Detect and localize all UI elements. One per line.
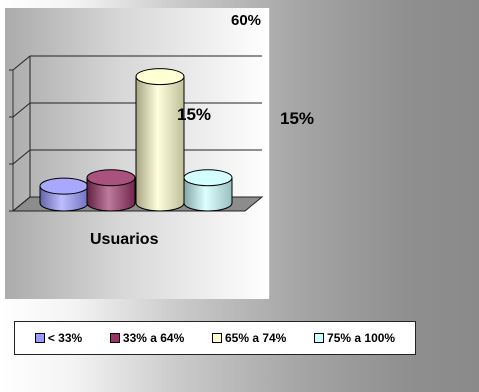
category-label: Usuarios xyxy=(90,231,159,248)
bar-1 xyxy=(86,169,136,212)
legend-label: 65% a 74% xyxy=(224,331,287,345)
gridline-side xyxy=(12,55,31,71)
data-label-15-b: 15% xyxy=(280,109,315,128)
bar-top xyxy=(39,177,89,195)
legend-label: 33% a 64% xyxy=(122,331,185,345)
legend-label: 75% a 100% xyxy=(327,331,396,345)
bar-body xyxy=(183,177,233,212)
data-label-60: 60% xyxy=(231,12,262,29)
data-label-15-a: 15% xyxy=(177,105,212,124)
gridline-side xyxy=(12,102,31,118)
legend-item: 33% a 64% xyxy=(109,331,185,345)
legend-swatch xyxy=(109,333,120,343)
gridline-side xyxy=(12,196,31,212)
bar-2 xyxy=(135,68,185,212)
legend-item: < 33% xyxy=(34,331,83,345)
legend-swatch xyxy=(314,333,325,343)
legend-item: 75% a 100% xyxy=(314,331,395,345)
bar-top xyxy=(183,169,233,187)
bar-top xyxy=(86,169,136,187)
gridline-side xyxy=(12,149,31,165)
bar-body xyxy=(86,177,136,212)
chart-legend: < 33% 33% a 64% 65% a 74% 75% a 100% xyxy=(14,321,416,355)
bar-top xyxy=(135,68,185,86)
chart-bars xyxy=(39,68,233,212)
bar-body xyxy=(135,76,185,212)
legend-item: 65% a 74% xyxy=(211,331,287,345)
bar-3 xyxy=(183,169,233,212)
legend-label: < 33% xyxy=(47,331,83,345)
bar-0 xyxy=(39,177,89,212)
legend-swatch xyxy=(211,333,222,343)
legend-swatch xyxy=(34,333,45,343)
